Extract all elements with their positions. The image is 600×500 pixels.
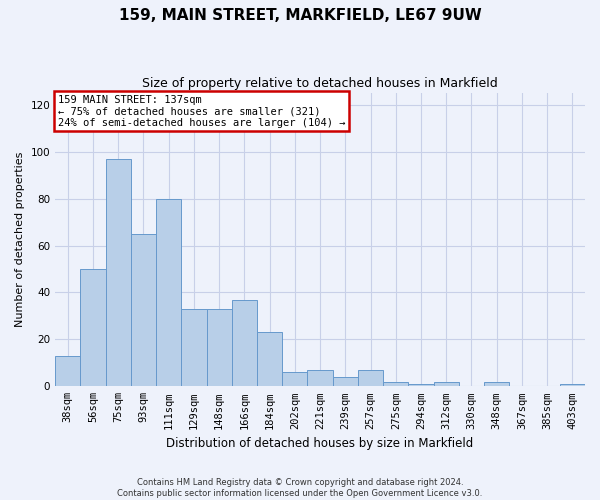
Bar xyxy=(55,356,80,386)
Bar xyxy=(358,370,383,386)
Bar xyxy=(131,234,156,386)
Bar xyxy=(80,269,106,386)
Title: Size of property relative to detached houses in Markfield: Size of property relative to detached ho… xyxy=(142,78,498,90)
Bar xyxy=(409,384,434,386)
Bar xyxy=(232,300,257,386)
Bar xyxy=(106,158,131,386)
Bar xyxy=(282,372,307,386)
Bar xyxy=(434,382,459,386)
Bar xyxy=(560,384,585,386)
Text: 159, MAIN STREET, MARKFIELD, LE67 9UW: 159, MAIN STREET, MARKFIELD, LE67 9UW xyxy=(119,8,481,22)
Text: 159 MAIN STREET: 137sqm
← 75% of detached houses are smaller (321)
24% of semi-d: 159 MAIN STREET: 137sqm ← 75% of detache… xyxy=(58,94,346,128)
Bar xyxy=(206,309,232,386)
Text: Contains HM Land Registry data © Crown copyright and database right 2024.
Contai: Contains HM Land Registry data © Crown c… xyxy=(118,478,482,498)
Bar xyxy=(156,198,181,386)
Bar xyxy=(181,309,206,386)
Bar xyxy=(257,332,282,386)
Y-axis label: Number of detached properties: Number of detached properties xyxy=(15,152,25,328)
Bar xyxy=(383,382,409,386)
Bar xyxy=(307,370,332,386)
Bar xyxy=(332,377,358,386)
Bar xyxy=(484,382,509,386)
X-axis label: Distribution of detached houses by size in Markfield: Distribution of detached houses by size … xyxy=(166,437,474,450)
